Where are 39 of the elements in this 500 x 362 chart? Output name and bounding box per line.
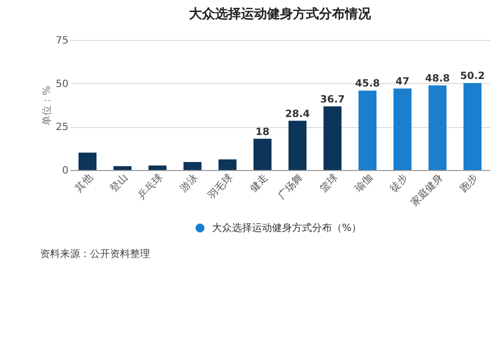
x-tick-label: 瑜伽 [352, 172, 376, 194]
data-label: 48.8 [425, 73, 450, 84]
bar [358, 90, 376, 170]
text: 资料来源：公开资料整理 [40, 248, 150, 260]
x-tick-label: 其他 [72, 172, 96, 194]
data-label: 50.2 [460, 70, 485, 82]
x-tick-label: 家庭健身 [408, 172, 446, 209]
bar [78, 152, 96, 170]
x-tick-label: 广场舞 [276, 172, 306, 202]
bar [254, 138, 272, 170]
x-tick-label: 乒乓球 [136, 172, 166, 202]
x-tick-label: 登山 [108, 172, 130, 194]
x-tick-label: 徒步 [388, 172, 410, 194]
data-label: 45.8 [355, 78, 380, 90]
x-tick-label: 健走 [248, 172, 270, 194]
bar [114, 166, 132, 170]
x-tick-label: 游泳 [178, 172, 200, 194]
bar [148, 165, 166, 170]
data-label: 47 [396, 76, 410, 88]
x-tick-label: 羽毛球 [206, 172, 236, 202]
y-tick-label: 0 [62, 166, 68, 176]
bar [464, 82, 482, 170]
bar [428, 85, 446, 170]
bar [218, 159, 236, 170]
data-label: 18 [256, 126, 270, 138]
bar [394, 88, 412, 170]
y-tick-label: 50 [56, 78, 68, 90]
x-tick-label: 篮球 [318, 172, 340, 194]
y-axis-title: 单位：% [40, 86, 53, 126]
data-label: 28.4 [285, 108, 310, 120]
chart-title: 大众选择运动健身方式分布情况 [189, 6, 372, 22]
bar [288, 120, 306, 170]
y-tick-label: 75 [56, 36, 68, 46]
x-tick-label: 跑步 [458, 172, 480, 194]
data-label: 36.7 [320, 94, 345, 106]
bar [324, 106, 342, 170]
bar [184, 162, 202, 170]
legend-label: 大众选择运动健身方式分布（%） [212, 222, 362, 234]
y-tick-label: 25 [56, 122, 68, 134]
